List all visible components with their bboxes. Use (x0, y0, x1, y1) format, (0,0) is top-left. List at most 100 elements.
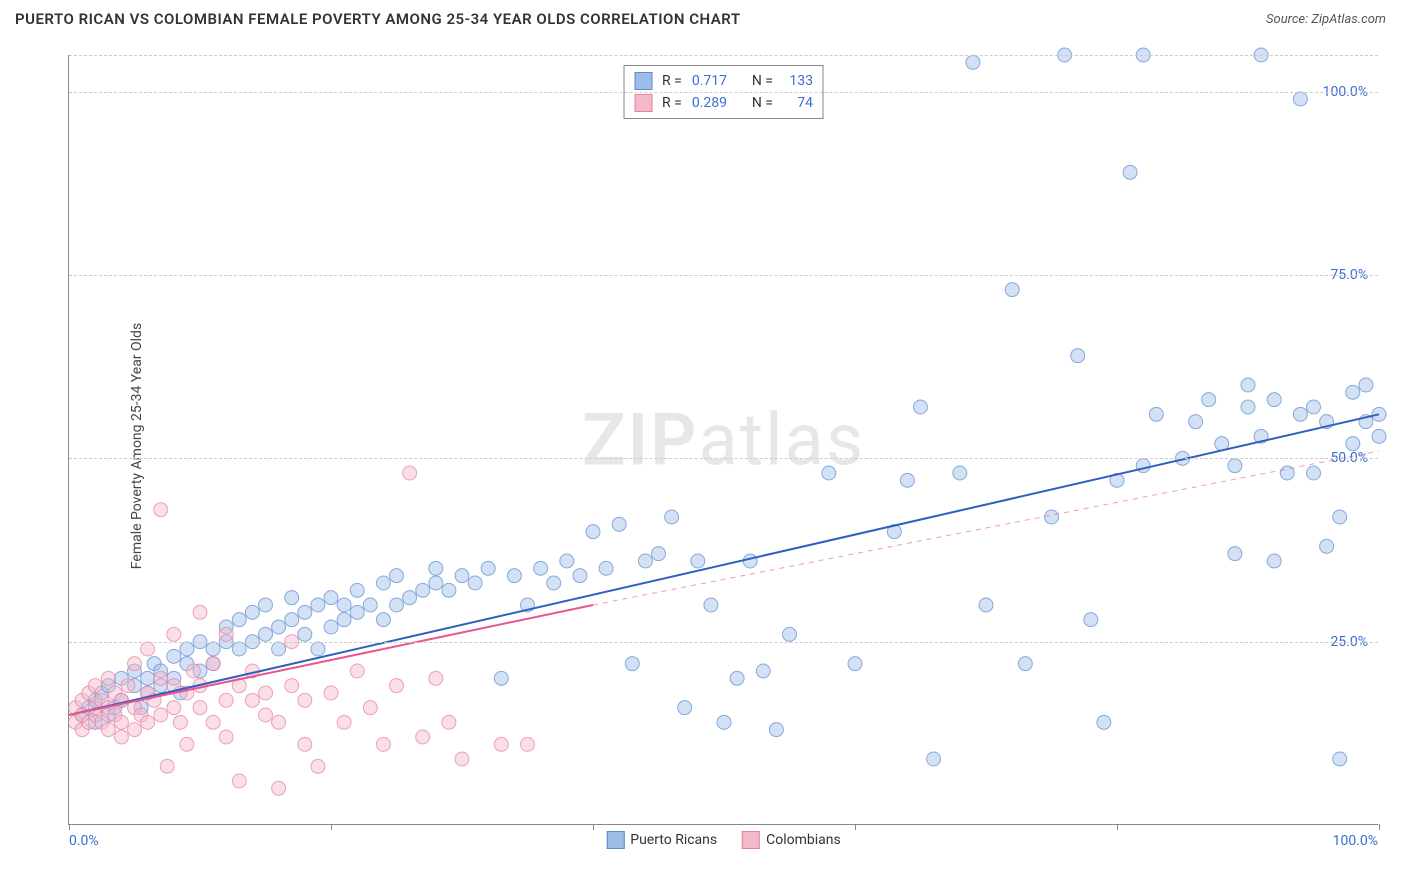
data-point (167, 701, 181, 715)
data-point (350, 605, 364, 619)
plot-area: ZIPatlas R =0.717N =133R =0.289N =74 Pue… (68, 55, 1378, 825)
chart-container: ZIPatlas R =0.717N =133R =0.289N =74 Pue… (48, 45, 1388, 850)
stat-r-value: 0.717 (692, 73, 742, 89)
stat-r-label: R = (662, 73, 682, 89)
stat-n-label: N = (752, 73, 773, 89)
data-point (141, 715, 155, 729)
data-point (1333, 510, 1347, 524)
chart-title: PUERTO RICAN VS COLOMBIAN FEMALE POVERTY… (15, 10, 741, 28)
data-point (337, 613, 351, 627)
data-point (769, 723, 783, 737)
data-point (245, 605, 259, 619)
gridline (69, 642, 1378, 643)
data-point (612, 517, 626, 531)
data-point (429, 576, 443, 590)
data-point (900, 473, 914, 487)
data-point (783, 627, 797, 641)
data-point (206, 657, 220, 671)
data-point (376, 576, 390, 590)
data-point (1372, 429, 1386, 443)
data-point (1071, 349, 1085, 363)
data-point (1228, 547, 1242, 561)
data-point (442, 715, 456, 729)
data-point (966, 55, 980, 69)
data-point (298, 693, 312, 707)
data-point (180, 642, 194, 656)
data-point (756, 664, 770, 678)
data-point (272, 642, 286, 656)
legend-label: Puerto Ricans (630, 832, 717, 848)
data-point (285, 591, 299, 605)
legend-swatch (742, 831, 760, 849)
data-point (927, 752, 941, 766)
data-point (652, 547, 666, 561)
gridline (69, 92, 1378, 93)
data-point (390, 679, 404, 693)
data-point (1307, 400, 1321, 414)
data-point (232, 642, 246, 656)
data-point (1005, 283, 1019, 297)
data-point (193, 701, 207, 715)
data-point (743, 554, 757, 568)
data-point (219, 693, 233, 707)
data-point (1228, 459, 1242, 473)
series-legend: Puerto Ricans Colombians (606, 831, 841, 849)
data-point (599, 561, 613, 575)
data-point (494, 737, 508, 751)
stat-r-label: R = (662, 95, 682, 111)
x-axis-max-label: 100.0% (1333, 833, 1378, 849)
data-point (311, 598, 325, 612)
data-point (953, 466, 967, 480)
data-point (121, 679, 135, 693)
data-point (822, 466, 836, 480)
data-point (350, 583, 364, 597)
data-point (390, 569, 404, 583)
data-point (481, 561, 495, 575)
x-tick (331, 824, 332, 830)
data-point (324, 620, 338, 634)
legend-item: Colombians (742, 831, 841, 849)
data-point (455, 752, 469, 766)
plot-svg (69, 55, 1378, 824)
data-point (272, 620, 286, 634)
data-point (1320, 539, 1334, 553)
legend-swatch (606, 831, 624, 849)
data-point (521, 737, 535, 751)
data-point (586, 525, 600, 539)
data-point (1018, 657, 1032, 671)
data-point (154, 503, 168, 517)
data-point (1346, 437, 1360, 451)
data-point (416, 583, 430, 597)
data-point (128, 723, 142, 737)
data-point (167, 627, 181, 641)
data-point (324, 686, 338, 700)
legend-swatch (634, 72, 652, 90)
data-point (1241, 400, 1255, 414)
data-point (1097, 715, 1111, 729)
data-point (704, 598, 718, 612)
data-point (1293, 407, 1307, 421)
data-point (1333, 752, 1347, 766)
data-point (429, 671, 443, 685)
data-point (298, 737, 312, 751)
data-point (442, 583, 456, 597)
data-point (101, 723, 115, 737)
header: PUERTO RICAN VS COLOMBIAN FEMALE POVERTY… (0, 0, 1406, 33)
data-point (160, 759, 174, 773)
regression-line-dashed (593, 451, 1379, 605)
data-point (494, 671, 508, 685)
data-point (101, 671, 115, 685)
data-point (88, 679, 102, 693)
data-point (114, 715, 128, 729)
data-point (285, 613, 299, 627)
data-point (376, 613, 390, 627)
data-point (219, 627, 233, 641)
data-point (193, 605, 207, 619)
data-point (1346, 385, 1360, 399)
gridline (69, 55, 1378, 56)
data-point (1123, 165, 1137, 179)
data-point (914, 400, 928, 414)
data-point (691, 554, 705, 568)
data-point (1359, 378, 1373, 392)
data-point (311, 642, 325, 656)
